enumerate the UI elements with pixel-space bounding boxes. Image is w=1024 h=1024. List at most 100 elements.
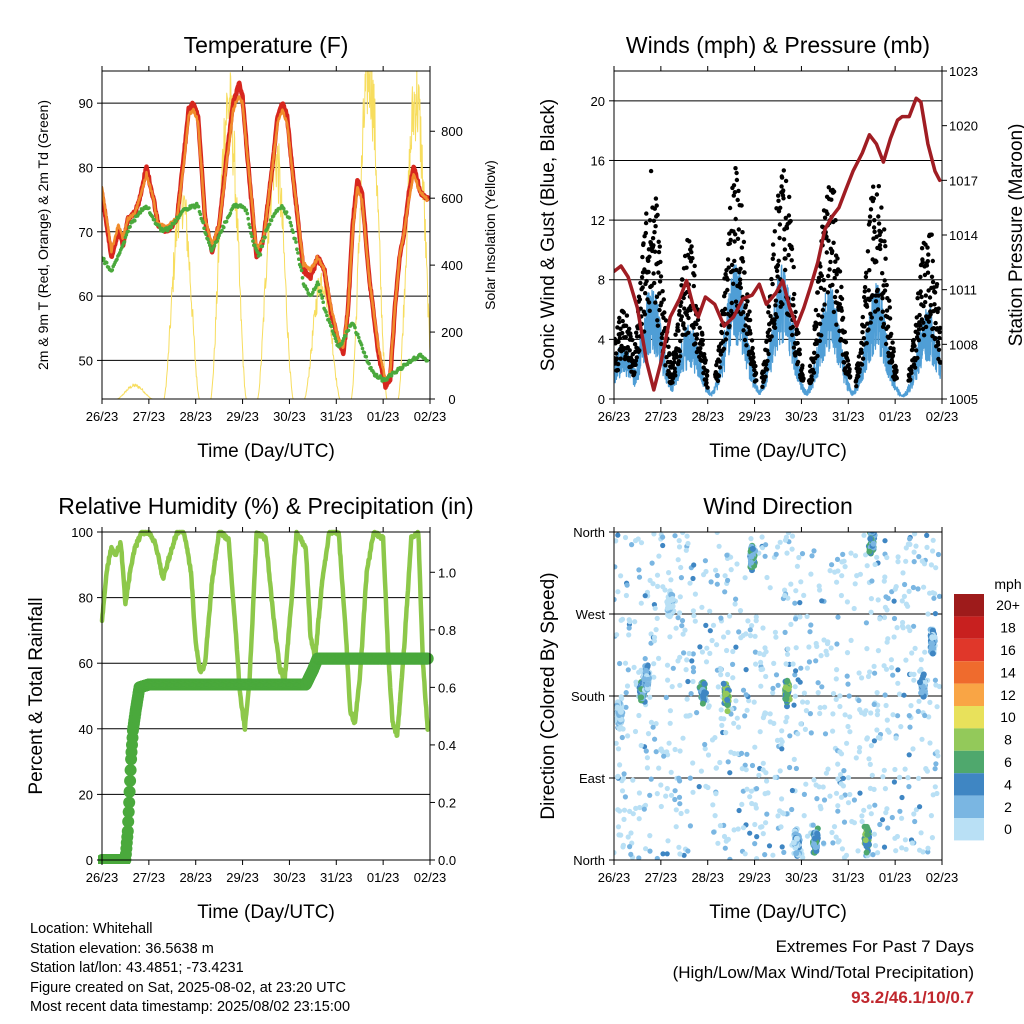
direction-point bbox=[678, 575, 685, 581]
gust-point bbox=[772, 229, 777, 234]
direction-point bbox=[835, 761, 841, 767]
dewpoint-point bbox=[133, 218, 137, 223]
gust-point bbox=[847, 367, 852, 372]
gust-point bbox=[732, 239, 737, 244]
direction-point bbox=[687, 580, 693, 586]
direction-point bbox=[792, 672, 798, 678]
direction-point bbox=[782, 537, 789, 543]
chart-temp: Temperature (F) Time (Day/UTC) 2m & 9m T (… bbox=[35, 32, 498, 462]
direction-point bbox=[633, 538, 639, 544]
direction-point bbox=[702, 558, 709, 564]
direction-point bbox=[791, 756, 797, 763]
direction-point bbox=[757, 650, 763, 657]
x-tick-label: 27/23 bbox=[645, 409, 678, 424]
gust-point bbox=[751, 355, 756, 360]
direction-point bbox=[884, 806, 890, 812]
direction-point bbox=[803, 781, 809, 787]
direction-point bbox=[748, 553, 755, 560]
gust-point bbox=[691, 283, 696, 289]
gust-point bbox=[933, 336, 938, 341]
direction-point bbox=[870, 540, 877, 547]
direction-point bbox=[931, 595, 937, 601]
direction-point bbox=[684, 808, 690, 814]
direction-point bbox=[838, 781, 844, 787]
dewpoint-point bbox=[110, 268, 115, 272]
direction-point bbox=[683, 667, 689, 673]
gust-point bbox=[703, 358, 708, 363]
direction-point bbox=[932, 677, 939, 683]
gust-point bbox=[744, 343, 749, 348]
direction-point bbox=[929, 634, 936, 641]
direction-point bbox=[743, 631, 749, 637]
direction-point bbox=[725, 759, 731, 765]
direction-point bbox=[614, 850, 617, 856]
gust-point bbox=[824, 234, 829, 239]
direction-point bbox=[614, 740, 619, 746]
x-tick-label: 30/23 bbox=[785, 870, 818, 885]
direction-point bbox=[676, 775, 682, 781]
gust-point bbox=[640, 254, 645, 260]
gust-point bbox=[820, 307, 826, 313]
direction-point bbox=[918, 830, 924, 836]
direction-point bbox=[793, 668, 799, 674]
gust-point bbox=[832, 275, 837, 281]
gust-point bbox=[826, 238, 831, 243]
gust-point bbox=[644, 278, 649, 284]
direction-point bbox=[622, 534, 629, 541]
gust-point bbox=[791, 345, 797, 350]
direction-point bbox=[664, 851, 670, 857]
direction-point bbox=[721, 716, 727, 722]
direction-point bbox=[800, 699, 806, 705]
dewpoint-point bbox=[251, 239, 255, 243]
recent-text: Most recent data timestamp: 2025/08/02 2… bbox=[30, 999, 351, 1015]
dewpoint-point bbox=[294, 240, 298, 244]
gust-point bbox=[915, 331, 921, 336]
direction-point bbox=[771, 720, 777, 727]
dewpoint-point bbox=[198, 212, 203, 216]
direction-point bbox=[911, 671, 917, 678]
direction-point bbox=[737, 608, 744, 614]
gust-point bbox=[844, 351, 849, 356]
gust-point bbox=[767, 337, 772, 343]
direction-point bbox=[829, 562, 835, 568]
direction-point bbox=[652, 736, 658, 742]
y-tick-label: 70 bbox=[79, 225, 93, 240]
direction-point bbox=[742, 713, 748, 719]
y-tick-label: 0 bbox=[86, 853, 93, 868]
gust-point bbox=[878, 246, 883, 252]
direction-point bbox=[815, 680, 821, 686]
gust-point bbox=[859, 362, 865, 367]
dewpoint-point bbox=[207, 240, 211, 245]
direction-point bbox=[916, 775, 922, 782]
gust-point bbox=[911, 337, 916, 343]
gust-point bbox=[884, 308, 890, 313]
direction-point bbox=[875, 597, 881, 603]
direction-point bbox=[730, 675, 736, 681]
direction-point bbox=[773, 634, 779, 640]
gust-point bbox=[658, 274, 664, 279]
gust-point bbox=[687, 239, 692, 244]
dewpoint-point bbox=[299, 268, 304, 273]
gust-point bbox=[750, 351, 756, 356]
direction-point bbox=[823, 648, 829, 654]
direction-point bbox=[802, 726, 809, 733]
direction-point bbox=[764, 778, 770, 784]
gust-point bbox=[741, 239, 747, 245]
direction-point bbox=[742, 575, 748, 581]
plot-border bbox=[613, 70, 943, 400]
direction-point bbox=[814, 830, 821, 837]
gust-point bbox=[937, 325, 942, 331]
direction-point bbox=[793, 835, 800, 842]
direction-point bbox=[664, 749, 670, 755]
direction-point bbox=[919, 687, 926, 694]
direction-point bbox=[838, 592, 845, 599]
precip-point bbox=[421, 652, 434, 665]
gust-point bbox=[617, 335, 623, 341]
gust-point bbox=[739, 245, 745, 250]
direction-point bbox=[851, 820, 858, 826]
direction-point bbox=[766, 843, 773, 849]
direction-point bbox=[915, 708, 921, 715]
direction-point bbox=[751, 699, 757, 705]
x-tick-label: 27/23 bbox=[133, 870, 166, 885]
gust-point bbox=[675, 322, 680, 327]
